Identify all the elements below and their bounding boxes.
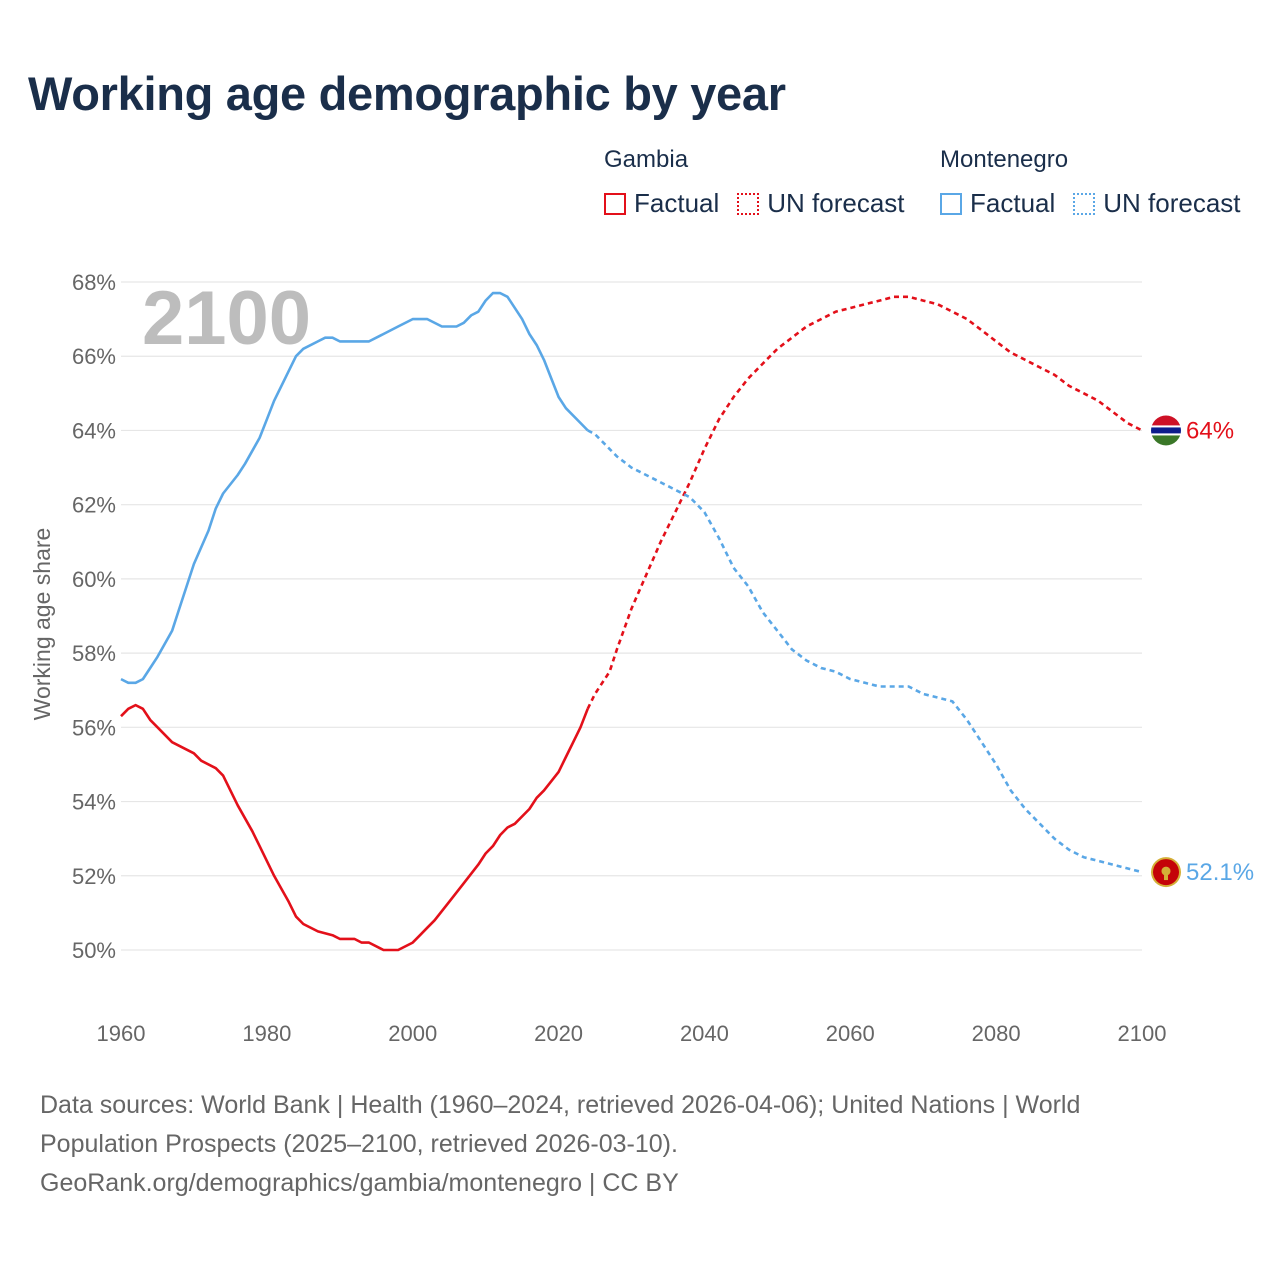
legend-country-gambia: Gambia (604, 146, 689, 173)
montenegro-flag-icon (1151, 857, 1181, 888)
x-tick-label: 2060 (826, 1021, 875, 1046)
legend-label: UN forecast (1103, 188, 1241, 218)
legend-label: UN forecast (767, 188, 905, 218)
legend-label: Factual (970, 188, 1056, 218)
line-chart: 2100 50% 52% 54% 56% 58% 60% 62% 64% 66% 68% 1960… (29, 270, 1254, 1046)
legend-group-gambia: Gambia Factual UN forecast (604, 146, 923, 219)
y-axis-label: Working age share (29, 528, 55, 721)
y-tick-label: 56% (72, 715, 116, 740)
sources-line-2: Population Prospects (2025–2100, retriev… (40, 1130, 678, 1158)
y-tick-label: 64% (72, 418, 116, 443)
legend-label: Factual (634, 188, 720, 218)
y-tick-label: 68% (72, 270, 116, 295)
gambia-flag-icon (1151, 415, 1181, 446)
legend-country-montenegro: Montenegro (940, 146, 1069, 173)
end-value-label-montenegro: 52.1% (1186, 859, 1254, 886)
legend-swatch-dotted (737, 192, 760, 215)
series-line-gambia-factual (120, 703, 589, 952)
series-line-montenegro-forecast (587, 429, 1143, 874)
y-tick-label: 52% (72, 864, 116, 889)
legend-item-montenegro-forecast[interactable]: UN forecast (1073, 188, 1241, 219)
current-year-watermark: 2100 (142, 276, 311, 361)
y-tick-label: 58% (72, 641, 116, 666)
series-lines (120, 291, 1143, 952)
page-title: Working age demographic by year (28, 67, 786, 120)
x-tick-label: 2100 (1118, 1021, 1167, 1046)
end-markers: 64% 52.1% (1151, 415, 1254, 888)
data-sources: Data sources: World Bank | Health (1960–… (40, 1086, 1190, 1203)
x-tick-label: 1960 (97, 1021, 146, 1046)
legend-swatch-dotted (1073, 192, 1096, 215)
y-tick-label: 54% (72, 790, 116, 815)
legend-item-gambia-factual[interactable]: Factual (604, 188, 719, 219)
x-tick-label: 2040 (680, 1021, 729, 1046)
legend-swatch-solid (604, 192, 626, 215)
legend-swatch-solid (940, 192, 962, 215)
x-tick-label: 1980 (242, 1021, 291, 1046)
series-line-gambia-forecast (586, 295, 1143, 710)
y-tick-label: 50% (72, 938, 116, 963)
legend-item-montenegro-factual[interactable]: Factual (940, 188, 1055, 219)
x-tick-label: 2000 (388, 1021, 437, 1046)
y-axis: 50% 52% 54% 56% 58% 60% 62% 64% 66% 68% (72, 270, 116, 963)
sources-line-1: Data sources: World Bank | Health (1960–… (40, 1091, 1081, 1119)
sources-line-3: GeoRank.org/demographics/gambia/monteneg… (40, 1169, 679, 1197)
end-value-label-gambia: 64% (1186, 417, 1234, 444)
gridlines (121, 281, 1142, 951)
x-tick-label: 2080 (972, 1021, 1021, 1046)
x-tick-label: 2020 (534, 1021, 583, 1046)
y-tick-label: 62% (72, 493, 116, 518)
y-tick-label: 66% (72, 344, 116, 369)
series-line-montenegro-factual (120, 291, 589, 685)
y-tick-label: 60% (72, 567, 116, 592)
legend-item-gambia-forecast[interactable]: UN forecast (737, 188, 905, 219)
legend-group-montenegro: Montenegro Factual UN forecast (940, 146, 1259, 219)
x-axis: 1960 1980 2000 2020 2040 2060 2080 2100 (97, 1021, 1167, 1046)
